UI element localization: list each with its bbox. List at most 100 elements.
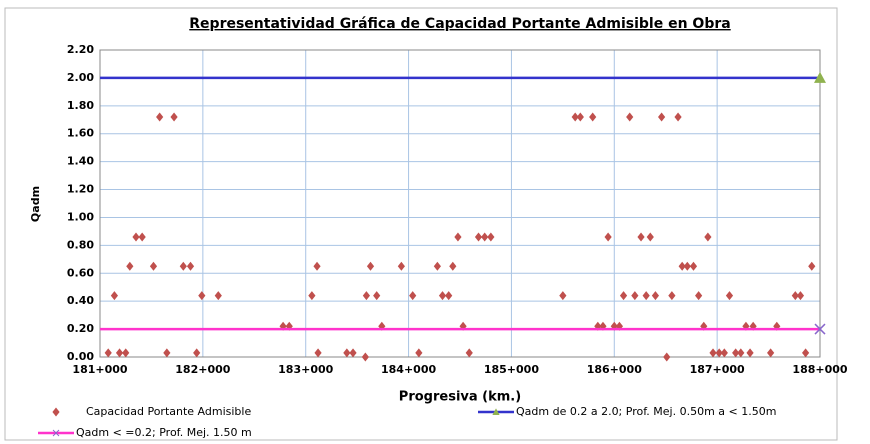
point <box>631 291 639 301</box>
point <box>314 348 322 358</box>
y-tick-label: 1.00 <box>67 210 94 223</box>
point <box>163 348 171 358</box>
y-tick-label: 2.00 <box>67 71 94 84</box>
point <box>678 261 686 271</box>
y-tick-label: 1.60 <box>67 127 94 140</box>
point <box>115 348 124 358</box>
point <box>198 291 206 301</box>
point <box>651 291 660 301</box>
point <box>465 348 473 358</box>
point <box>179 261 187 271</box>
point <box>308 291 316 301</box>
chart-title: Representatividad Gráfica de Capacidad P… <box>189 16 730 32</box>
point <box>637 232 645 242</box>
point <box>668 291 676 301</box>
point <box>802 348 810 358</box>
point <box>110 291 118 301</box>
y-tick-label: 1.40 <box>67 155 94 168</box>
point <box>433 261 441 271</box>
point <box>767 348 775 358</box>
point <box>559 291 567 301</box>
point <box>170 112 178 122</box>
plot-border <box>99 49 821 358</box>
point <box>454 232 462 242</box>
x-tick-label: 187+000 <box>690 363 745 376</box>
legend-marker <box>52 407 60 417</box>
y-tick-label: 1.20 <box>67 183 94 196</box>
point <box>415 348 423 358</box>
point <box>646 232 654 242</box>
point <box>663 352 671 362</box>
point <box>474 232 483 242</box>
point <box>126 261 134 271</box>
point <box>658 112 666 122</box>
point <box>791 291 799 301</box>
point <box>409 291 417 301</box>
point <box>397 261 405 271</box>
point <box>674 112 682 122</box>
point <box>186 261 195 271</box>
point <box>445 291 453 301</box>
x-tick-label: 181+000 <box>72 363 127 376</box>
point <box>122 348 130 358</box>
point <box>709 348 717 358</box>
point <box>132 232 140 242</box>
point <box>343 348 351 358</box>
y-tick-label: 0.80 <box>67 238 94 251</box>
point <box>193 348 201 358</box>
x-tick-label: 184+000 <box>381 363 436 376</box>
y-axis-title: Qadm <box>29 186 42 222</box>
point <box>481 232 489 242</box>
point <box>626 112 634 122</box>
y-tick-label: 0.20 <box>67 322 94 335</box>
point <box>138 232 146 242</box>
legend-label: Qadm < =0.2; Prof. Mej. 1.50 m <box>76 426 252 439</box>
point <box>642 291 650 301</box>
legend-label: Qadm de 0.2 a 2.0; Prof. Mej. 0.50m a < … <box>516 405 776 418</box>
point <box>214 291 222 301</box>
y-tick-label: 0.00 <box>67 350 94 363</box>
point <box>725 291 734 301</box>
point <box>695 291 703 301</box>
point <box>589 112 597 122</box>
point <box>104 348 112 358</box>
point <box>373 291 381 301</box>
point <box>732 348 740 358</box>
point <box>362 291 370 301</box>
point <box>156 112 164 122</box>
point <box>704 232 712 242</box>
point <box>366 261 375 271</box>
y-tick-label: 2.20 <box>67 43 94 56</box>
point <box>449 261 457 271</box>
point <box>689 261 698 271</box>
y-tick-label: 1.80 <box>67 99 94 112</box>
y-tick-label: 0.40 <box>67 294 94 307</box>
point <box>313 261 321 271</box>
legend-marker <box>52 429 60 437</box>
point <box>715 348 723 358</box>
legend-marker <box>492 408 500 415</box>
point <box>814 323 826 335</box>
point <box>720 348 728 358</box>
point <box>349 348 357 358</box>
point <box>604 232 612 242</box>
x-axis-title: Progresiva (km.) <box>399 390 521 405</box>
point <box>149 261 158 271</box>
x-tick-label: 186+000 <box>587 363 642 376</box>
point <box>683 261 691 271</box>
x-tick-label: 183+000 <box>278 363 333 376</box>
y-tick-label: 0.60 <box>67 266 94 279</box>
point <box>737 348 745 358</box>
point <box>808 261 816 271</box>
point <box>487 232 495 242</box>
point <box>746 348 754 358</box>
point <box>576 112 584 122</box>
point <box>438 291 447 301</box>
chart-frame <box>4 7 838 441</box>
point <box>796 291 805 301</box>
x-tick-label: 182+000 <box>175 363 230 376</box>
point <box>619 291 628 301</box>
legend-label: Capacidad Portante Admisible <box>86 405 251 418</box>
point <box>361 352 369 362</box>
